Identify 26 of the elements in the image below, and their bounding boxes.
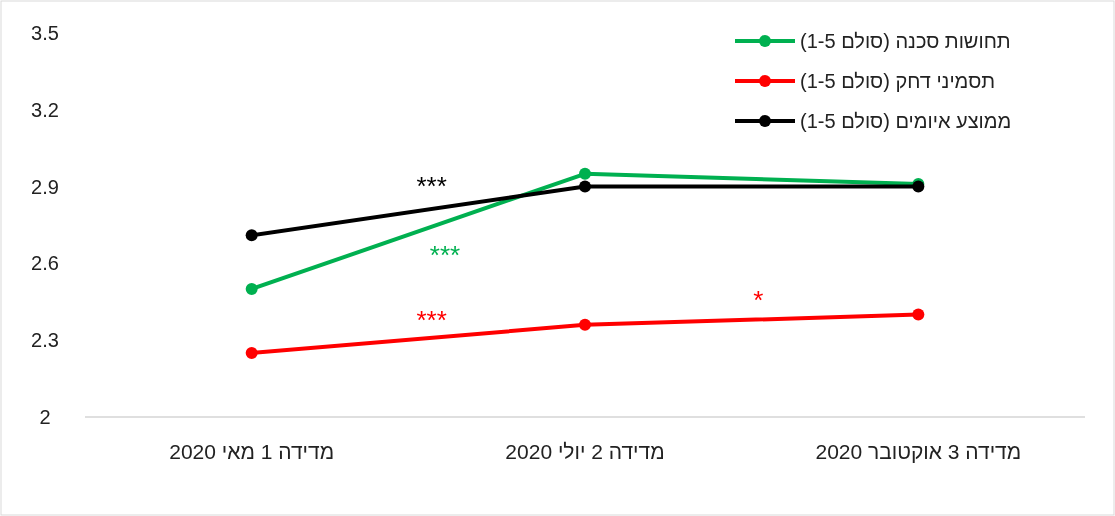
x-tick-label: מדידה 3 אוקטובר 2020 (815, 440, 1022, 463)
point (579, 318, 591, 331)
point (245, 283, 258, 295)
point (579, 167, 591, 180)
x-tick-label: מדידה 2 יולי 2020 (505, 440, 665, 463)
point (579, 180, 591, 193)
y-tick-label: 2.6 (31, 252, 59, 275)
annotation: * (753, 284, 764, 315)
legend-label: תסמיני דחק (סולם 1-5) (800, 70, 996, 92)
y-tick-label: 2 (39, 406, 51, 428)
annotation: *** (416, 305, 447, 336)
legend-label: ממוצע איומים (סולם 1-5) (800, 110, 1012, 132)
legend-label: תחושות סכנה (סולם 1-5) (800, 30, 1011, 52)
y-tick-label: 2.9 (31, 175, 59, 198)
legend-item: תסמיני דחק (סולם 1-5) (735, 70, 996, 92)
x-tick-label: מדידה 1 מאי 2020 (169, 440, 335, 463)
point (912, 308, 925, 321)
legend-item: ממוצע איומים (סולם 1-5) (735, 110, 1012, 132)
y-tick-label: 2.3 (31, 329, 59, 352)
annotation: *** (416, 170, 447, 201)
point (245, 347, 258, 359)
point (245, 229, 258, 242)
y-tick-label: 3.2 (31, 98, 59, 121)
y-tick-label: 3.5 (31, 22, 59, 44)
annotation: *** (429, 239, 461, 270)
legend-item: תחושות סכנה (סולם 1-5) (735, 30, 1011, 52)
